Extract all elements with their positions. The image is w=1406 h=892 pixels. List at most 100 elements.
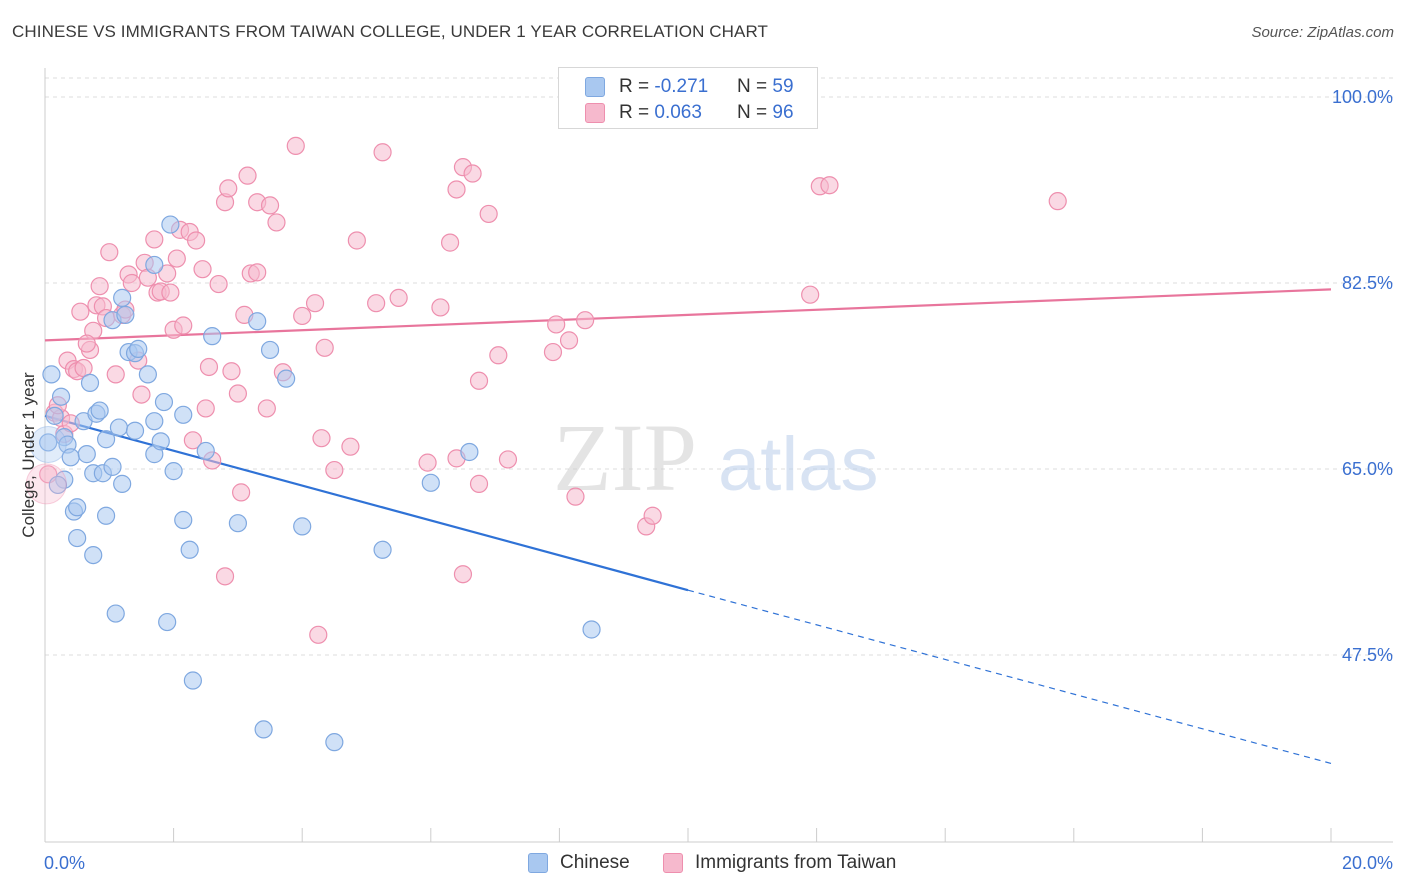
taiwan-point [228, 384, 247, 403]
scatter-points [25, 136, 1067, 752]
x-tick-label: 0.0% [44, 853, 85, 873]
chinese-point [125, 421, 145, 440]
chinese-swatch [585, 77, 605, 97]
r-label: R = [619, 102, 655, 123]
chinese-point [158, 612, 177, 632]
taiwan-point [312, 429, 331, 448]
taiwan-point [215, 567, 235, 586]
taiwan-point [453, 565, 473, 584]
taiwan-swatch [585, 103, 605, 123]
chinese-point [248, 312, 267, 331]
y-tick-label: 65.0% [1342, 459, 1393, 479]
taiwan-point [547, 315, 566, 334]
chinese-point [460, 442, 479, 462]
taiwan-swatch [663, 853, 683, 873]
taiwan-point [219, 179, 238, 198]
taiwan-point [187, 231, 206, 250]
taiwan-point [122, 273, 141, 293]
taiwan-point [576, 311, 595, 330]
trend-lines [44, 288, 1332, 764]
chinese-point [84, 545, 103, 565]
chinese-point [113, 288, 132, 307]
chinese-point [39, 433, 58, 452]
taiwan-point [196, 399, 215, 418]
chinese-point [45, 406, 64, 425]
taiwan-point [479, 204, 498, 224]
taiwan-point [469, 371, 489, 390]
r-value: 0.063 [654, 102, 702, 123]
n-value: 59 [772, 76, 794, 97]
watermark-atlas: atlas [718, 422, 879, 507]
taiwan-point [418, 453, 437, 472]
chinese-point [77, 445, 96, 464]
taiwan-point [257, 399, 276, 418]
chinese-point [96, 506, 116, 525]
taiwan-point [232, 483, 251, 502]
taiwan-point [469, 474, 489, 493]
chinese-point [582, 620, 601, 639]
x-tick-label: 20.0% [1342, 853, 1393, 873]
taiwan-point [566, 487, 585, 506]
chinese-point [138, 365, 157, 384]
legend-row-taiwan: R = 0.063 N = 96 [585, 102, 794, 124]
correlation-legend: R = -0.271 N = 59 R = 0.063 N = 96 [558, 67, 818, 129]
taiwan-point [309, 625, 328, 644]
taiwan-point [209, 274, 228, 294]
taiwan-point [145, 230, 164, 249]
watermark: ZIP atlas [553, 404, 879, 511]
taiwan-point [158, 264, 177, 283]
axes [44, 68, 1393, 843]
legend-item-chinese[interactable]: Chinese [528, 852, 630, 874]
taiwan-point [71, 302, 90, 321]
taiwan-point [1048, 192, 1067, 211]
taiwan-point [315, 338, 334, 357]
taiwan-point [347, 231, 366, 250]
taiwan-point [248, 263, 267, 282]
taiwan-point [25, 463, 67, 505]
chinese-point [180, 540, 199, 559]
chinese-point [48, 475, 67, 495]
taiwan-point [183, 431, 202, 450]
chinese-point [421, 473, 440, 492]
taiwan-point [293, 306, 312, 326]
chinese-point [145, 255, 164, 275]
taiwan-point [161, 283, 180, 302]
r-label: R = [619, 76, 655, 97]
taiwan-point [305, 294, 325, 313]
chinese-point [373, 540, 392, 559]
n-label: N = [737, 76, 773, 97]
chinese-point [51, 387, 71, 406]
chinese-swatch [528, 853, 548, 873]
taiwan-point [489, 346, 508, 365]
chinese-point [174, 510, 193, 530]
legend-label: Immigrants from Taiwan [695, 852, 897, 873]
chinese-point [277, 369, 296, 388]
chinese-point [129, 339, 148, 358]
chinese-point [228, 514, 247, 533]
taiwan-point [325, 460, 344, 480]
chinese-point [174, 405, 193, 424]
chinese-point [254, 720, 273, 739]
chinese-point [145, 412, 164, 431]
taiwan-point [543, 342, 563, 362]
chinese-point [293, 517, 312, 536]
taiwan-point [222, 362, 241, 381]
chinese-trend-extension [687, 589, 1332, 764]
source-label: Source: ZipAtlas.com [1251, 24, 1394, 41]
chinese-point [68, 528, 87, 548]
taiwan-point [801, 285, 820, 304]
y-tick-label: 100.0% [1332, 87, 1393, 107]
y-tick-label: 47.5% [1342, 645, 1393, 665]
chinese-point [103, 457, 122, 476]
taiwan-point [132, 385, 151, 404]
legend-row-chinese: R = -0.271 N = 59 [585, 76, 794, 98]
taiwan-point [106, 365, 125, 384]
chinese-point [42, 365, 61, 384]
taiwan-point [559, 331, 579, 350]
tick-labels: 47.5% 65.0% 82.5% 100.0% 0.0% 20.0% [44, 87, 1393, 873]
chinese-point [260, 340, 280, 360]
legend-item-taiwan[interactable]: Immigrants from Taiwan [663, 852, 896, 874]
taiwan-trend-line [44, 288, 1332, 342]
taiwan-point [90, 277, 109, 296]
taiwan-point [167, 249, 186, 268]
